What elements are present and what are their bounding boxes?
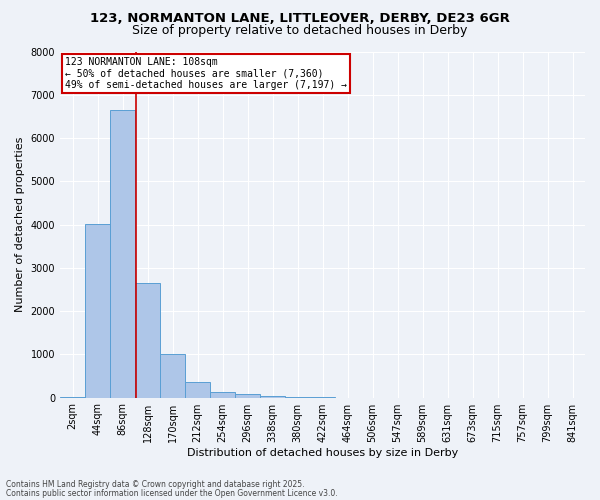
Bar: [185, 382, 210, 398]
Bar: [160, 354, 185, 398]
Bar: [235, 394, 260, 398]
Bar: [85, 224, 110, 398]
X-axis label: Distribution of detached houses by size in Derby: Distribution of detached houses by size …: [187, 448, 458, 458]
Bar: [135, 283, 160, 398]
Text: 123, NORMANTON LANE, LITTLEOVER, DERBY, DE23 6GR: 123, NORMANTON LANE, LITTLEOVER, DERBY, …: [90, 12, 510, 26]
Bar: [285, 397, 310, 398]
Bar: [210, 392, 235, 398]
Bar: [260, 396, 285, 398]
Text: Contains HM Land Registry data © Crown copyright and database right 2025.: Contains HM Land Registry data © Crown c…: [6, 480, 305, 489]
Y-axis label: Number of detached properties: Number of detached properties: [15, 137, 25, 312]
Bar: [60, 396, 85, 398]
Text: 123 NORMANTON LANE: 108sqm
← 50% of detached houses are smaller (7,360)
49% of s: 123 NORMANTON LANE: 108sqm ← 50% of deta…: [65, 56, 347, 90]
Text: Contains public sector information licensed under the Open Government Licence v3: Contains public sector information licen…: [6, 488, 338, 498]
Bar: [110, 110, 135, 398]
Text: Size of property relative to detached houses in Derby: Size of property relative to detached ho…: [133, 24, 467, 37]
